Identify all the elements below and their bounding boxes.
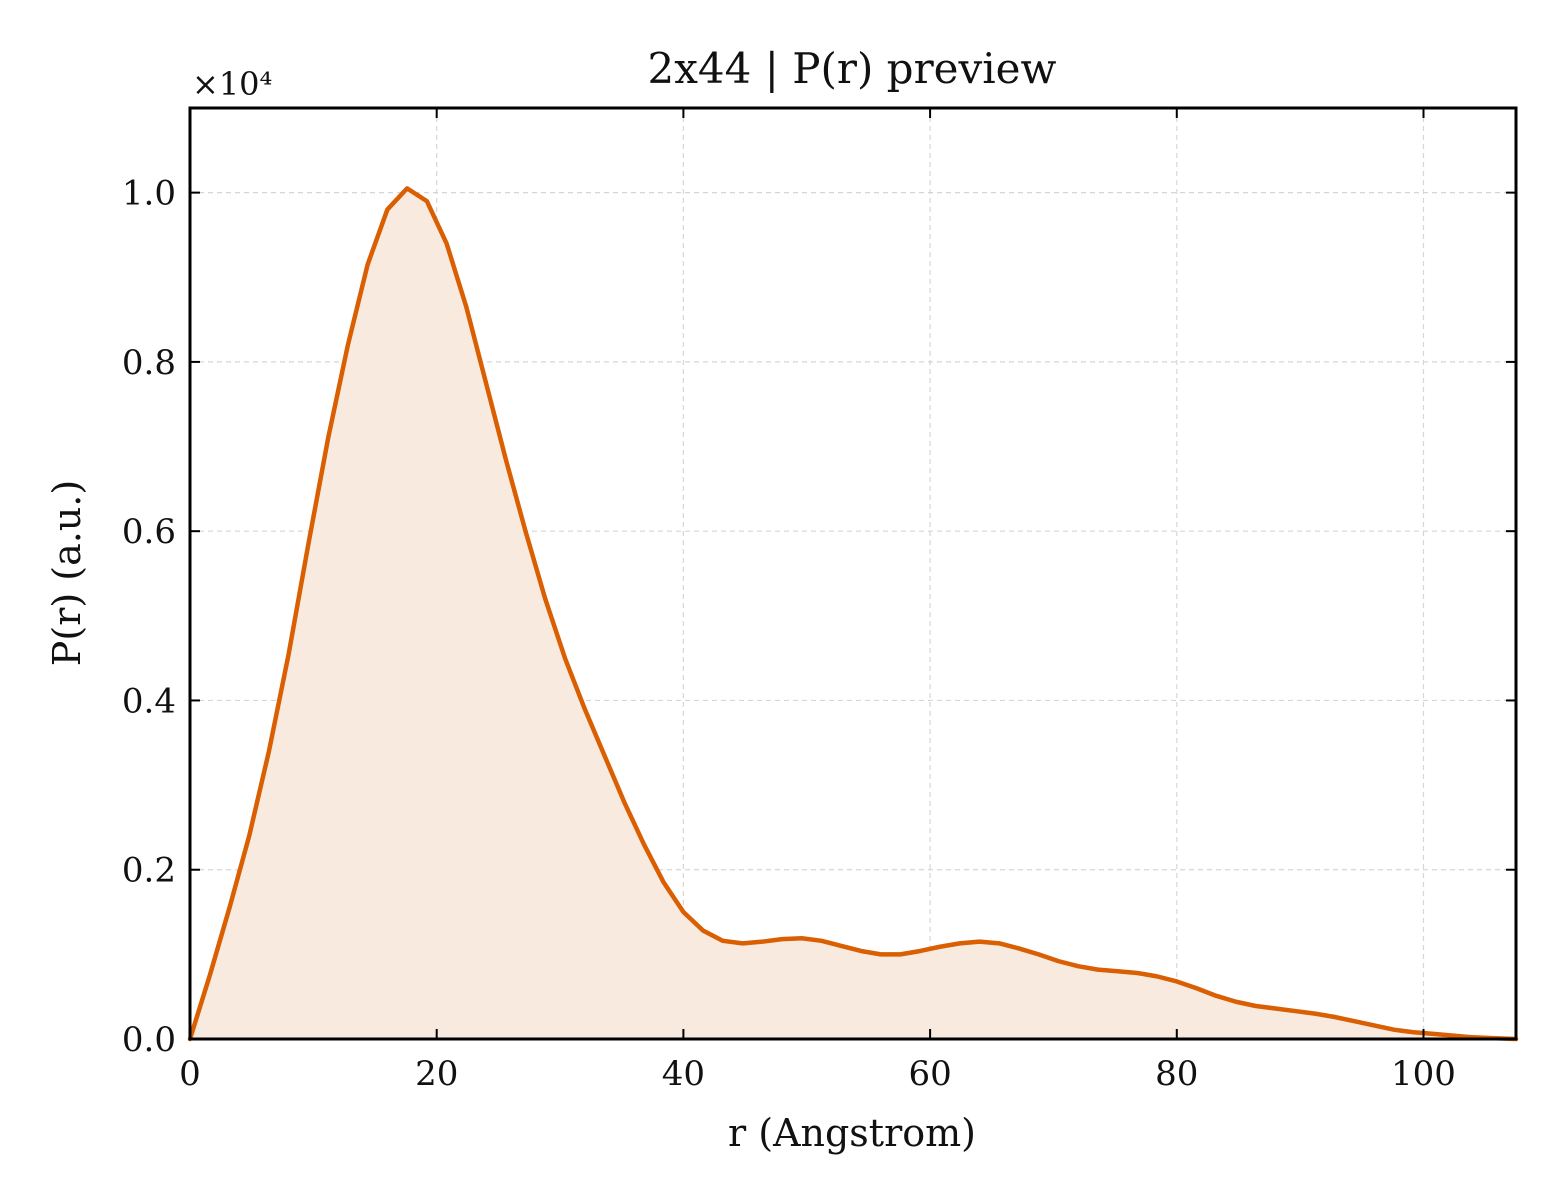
y-tick-label: 0.6 <box>122 512 176 552</box>
chart-title: 2x44 | P(r) preview <box>648 44 1057 93</box>
x-axis-label: r (Angstrom) <box>728 1111 976 1155</box>
plot-frame <box>188 106 1518 1041</box>
x-tick-label: 40 <box>662 1054 705 1094</box>
y-tick-label: 0.4 <box>122 681 176 721</box>
y-tick-label: 0.8 <box>122 343 176 383</box>
x-tick-label: 20 <box>415 1054 458 1094</box>
x-tick-label: 0 <box>179 1054 201 1094</box>
x-tick-label: 60 <box>908 1054 951 1094</box>
y-tick-label: 0.0 <box>122 1020 176 1060</box>
y-axis-label: P(r) (a.u.) <box>45 480 89 666</box>
y-tick-label: 1.0 <box>122 174 176 214</box>
pr-area-fill <box>190 188 1516 1039</box>
x-tick-label: 80 <box>1155 1054 1198 1094</box>
y-tick-label: 0.2 <box>122 851 176 891</box>
axis-ticks <box>189 108 1516 1040</box>
x-tick-label: 100 <box>1391 1054 1456 1094</box>
y-offset-label: ×10⁴ <box>192 65 272 103</box>
pr-series-line <box>187 186 1519 1042</box>
